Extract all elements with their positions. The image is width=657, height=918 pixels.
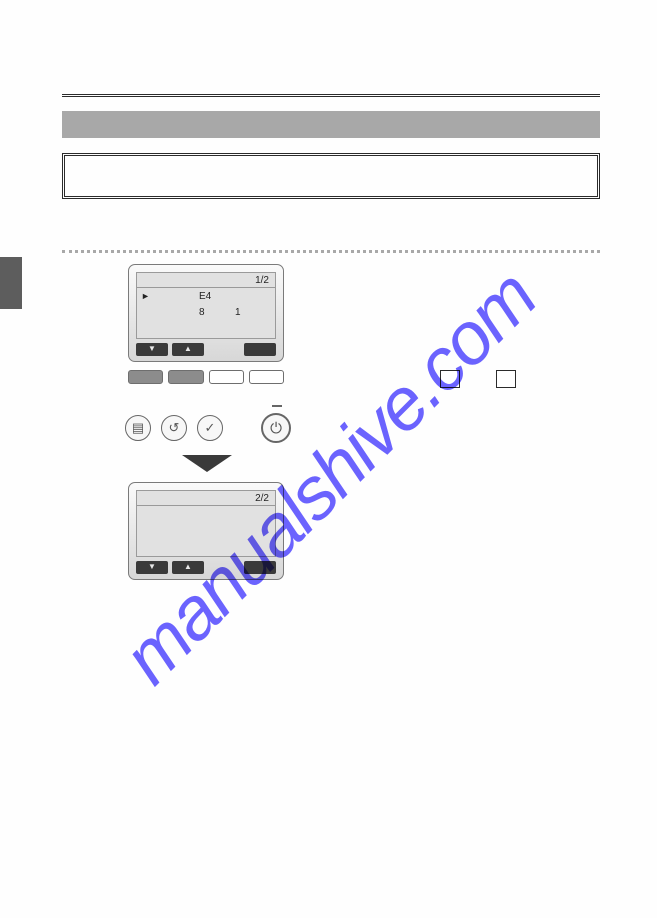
power-button[interactable]: ⏻: [261, 413, 291, 443]
lcd-panel-1: 1/2 ► E4 8 1 ▼ ▲: [128, 264, 284, 362]
check-icon: ✓: [205, 420, 216, 436]
lcd-1-cursor: ►: [141, 291, 150, 301]
lcd-2-rule: [137, 505, 275, 506]
function-key-4[interactable]: [249, 370, 284, 384]
callout-box: [62, 153, 600, 199]
list-icon: ▤: [132, 420, 144, 436]
softkey-4b[interactable]: [244, 561, 276, 574]
lcd-1-code: E4: [199, 291, 211, 302]
power-icon: ⏻: [270, 420, 282, 437]
lcd-panel-2: 2/2 ▼ ▲: [128, 482, 284, 580]
lcd-1-value-b: 1: [235, 307, 241, 318]
lcd-1-rule: [137, 287, 275, 288]
lcd-1-screen: 1/2 ► E4 8 1: [136, 272, 276, 339]
lcd-2-softkeys: ▼ ▲: [136, 561, 276, 574]
reference-box-1: [440, 370, 460, 388]
top-double-rule: [62, 94, 600, 97]
chevron-down-icon: [182, 455, 232, 472]
lcd-2-screen: 2/2: [136, 490, 276, 557]
softkey-down-2[interactable]: ▼: [136, 561, 168, 574]
lcd-2-page: 2/2: [255, 493, 269, 504]
function-key-row: [128, 370, 284, 384]
manual-page: 1/2 ► E4 8 1 ▼ ▲ ▤ ↺ ✓: [0, 0, 657, 918]
lcd-1-softkeys: ▼ ▲: [136, 343, 276, 356]
function-key-1[interactable]: [128, 370, 163, 384]
section-tab: [0, 257, 22, 309]
control-button-row: ▤ ↺ ✓ ⏻: [125, 413, 315, 443]
softkey-up-2[interactable]: ▲: [172, 561, 204, 574]
lcd-1-page: 1/2: [255, 275, 269, 286]
power-led: [272, 405, 282, 407]
softkey-down[interactable]: ▼: [136, 343, 168, 356]
menu-button[interactable]: ▤: [125, 415, 151, 441]
softkey-up[interactable]: ▲: [172, 343, 204, 356]
confirm-button[interactable]: ✓: [197, 415, 223, 441]
dotted-divider: [62, 250, 600, 253]
function-key-2[interactable]: [168, 370, 203, 384]
heading-grey-bar: [62, 111, 600, 138]
reference-box-2: [496, 370, 516, 388]
back-button[interactable]: ↺: [161, 415, 187, 441]
undo-icon: ↺: [169, 420, 180, 436]
softkey-4[interactable]: [244, 343, 276, 356]
function-key-3[interactable]: [209, 370, 244, 384]
lcd-1-value-a: 8: [199, 307, 205, 318]
